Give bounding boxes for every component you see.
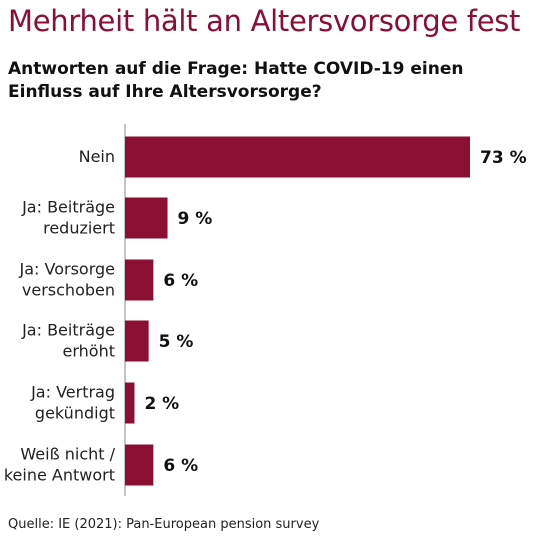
value-label: 2 %	[144, 394, 179, 414]
bar	[125, 259, 154, 301]
value-label: 9 %	[178, 209, 213, 229]
bar	[125, 382, 135, 424]
category-label: Ja: Beiträge reduziert	[21, 198, 115, 238]
category-label: Ja: Vorsorge verschoben	[19, 260, 116, 300]
bar	[125, 320, 149, 362]
category-label: Ja: Beiträge erhöht	[21, 321, 115, 361]
chart-title: Mehrheit hält an Altersvorsorge fest	[8, 4, 521, 38]
chart-subtitle: Antworten auf die Frage: Hatte COVID-19 …	[8, 59, 464, 102]
category-label: Weiß nicht / keine Antwort	[4, 445, 116, 485]
value-label: 6 %	[163, 271, 198, 291]
source-note: Quelle: IE (2021): Pan-European pension …	[8, 517, 320, 532]
value-label: 73 %	[480, 148, 527, 168]
value-label: 5 %	[159, 332, 194, 352]
category-label: Ja: Vertrag gekündigt	[30, 383, 115, 423]
bar	[125, 444, 154, 486]
value-label: 6 %	[163, 456, 198, 476]
bar	[125, 197, 168, 239]
bar	[125, 136, 470, 178]
category-label: Nein	[79, 147, 115, 166]
